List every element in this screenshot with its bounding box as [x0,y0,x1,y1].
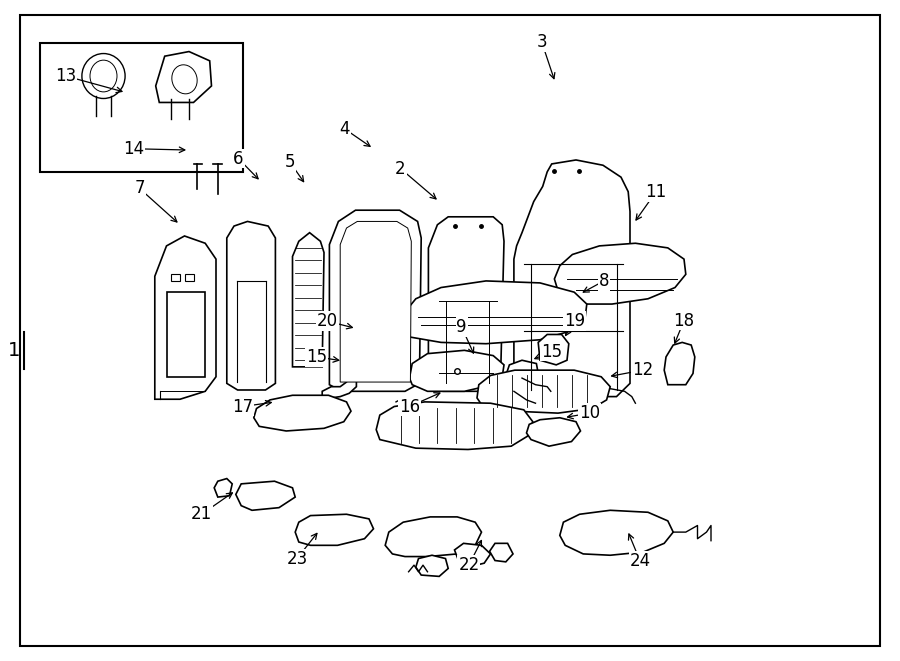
Polygon shape [155,236,216,399]
Polygon shape [227,221,275,390]
Polygon shape [292,233,324,367]
Text: 16: 16 [399,397,420,416]
Polygon shape [410,350,504,391]
Text: 15: 15 [541,342,562,361]
Polygon shape [236,481,295,510]
Polygon shape [403,281,587,344]
Polygon shape [376,402,533,449]
Text: 2: 2 [395,159,406,178]
Polygon shape [526,418,580,446]
Polygon shape [506,360,538,385]
Text: 3: 3 [536,33,547,52]
Text: 22: 22 [458,556,480,574]
Text: 21: 21 [191,505,212,524]
Polygon shape [295,514,373,545]
Text: 10: 10 [579,404,600,422]
Text: 1: 1 [7,341,20,360]
Polygon shape [554,243,686,304]
Text: 24: 24 [629,551,651,570]
Text: 12: 12 [632,361,653,379]
Text: 13: 13 [55,67,76,85]
Text: 19: 19 [563,312,585,330]
Polygon shape [166,292,205,377]
Polygon shape [254,395,351,431]
Text: 7: 7 [134,179,145,198]
Text: 9: 9 [456,318,467,336]
Text: 15: 15 [306,348,328,366]
Polygon shape [329,210,421,391]
Polygon shape [428,217,504,391]
Polygon shape [664,342,695,385]
Text: 5: 5 [284,153,295,171]
Text: 20: 20 [317,312,338,330]
Polygon shape [322,373,356,402]
Ellipse shape [90,60,117,92]
Text: 23: 23 [286,549,308,568]
Polygon shape [416,555,448,576]
Text: 17: 17 [232,397,254,416]
Polygon shape [454,543,490,567]
Polygon shape [490,543,513,562]
Polygon shape [184,274,194,281]
Polygon shape [477,370,610,413]
Text: 11: 11 [645,182,667,201]
Polygon shape [171,274,180,281]
Text: 8: 8 [598,272,609,290]
Polygon shape [560,510,673,555]
Polygon shape [351,337,374,364]
Ellipse shape [172,65,197,94]
Polygon shape [538,334,569,365]
Text: 18: 18 [673,311,695,330]
Ellipse shape [82,54,125,98]
Polygon shape [385,517,482,557]
Polygon shape [514,160,630,397]
Polygon shape [156,52,212,102]
Polygon shape [214,479,232,497]
Text: 14: 14 [122,139,144,158]
Polygon shape [340,221,411,382]
Bar [40,43,243,172]
Polygon shape [237,281,266,382]
Text: 6: 6 [233,149,244,168]
Text: 4: 4 [339,120,350,138]
